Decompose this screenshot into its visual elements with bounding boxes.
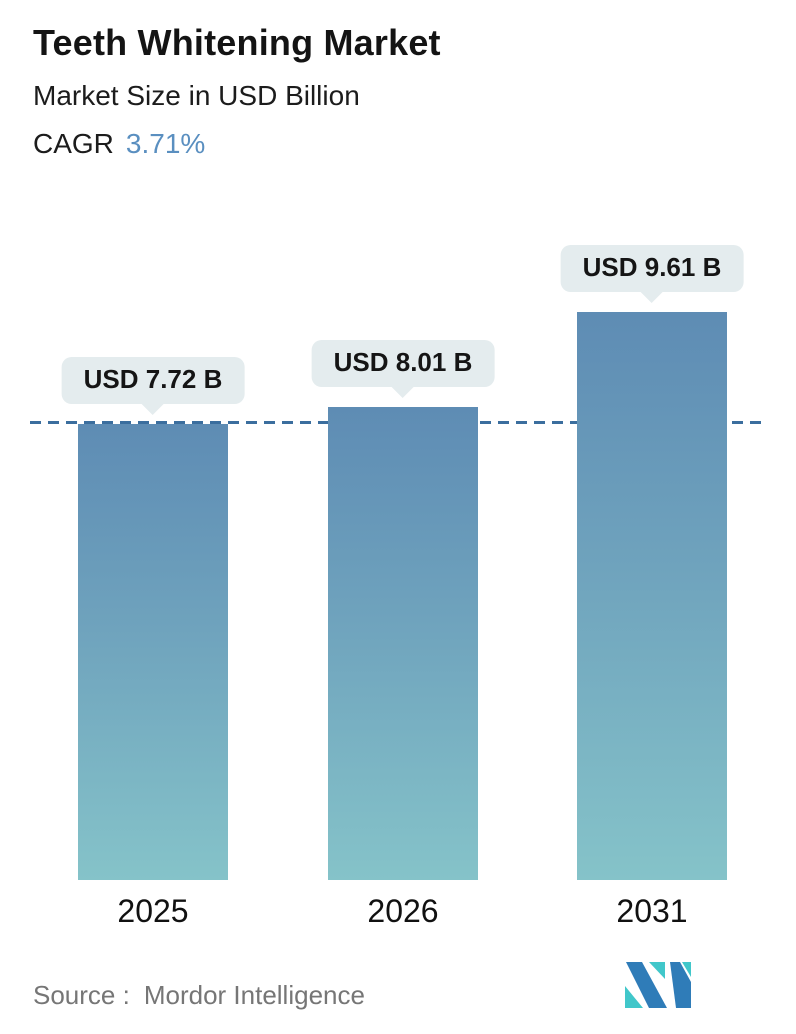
bar-2031 [577, 312, 727, 880]
value-tooltip-2031: USD 9.61 B [560, 245, 744, 292]
chart-subtitle: Market Size in USD Billion [33, 80, 360, 111]
source-name: Mordor Intelligence [143, 980, 365, 1010]
page-title: Teeth Whitening Market [33, 22, 441, 63]
cagr-label: CAGR [33, 128, 114, 159]
mordor-intelligence-logo [625, 962, 691, 1008]
value-tooltip-2026: USD 8.01 B [311, 340, 495, 387]
source-line: Source : Mordor Intelligence [33, 980, 365, 1011]
bar-2025 [78, 424, 228, 880]
bar-2026 [328, 407, 478, 880]
chart-header: Teeth Whitening Market Market Size in US… [33, 22, 441, 160]
cagr-value: 3.71% [125, 128, 206, 159]
cagr-row: CAGR 3.71% [33, 128, 441, 160]
value-tooltip-2025: USD 7.72 B [61, 357, 245, 404]
x-axis-label-2026: 2026 [367, 893, 439, 929]
x-axis-label-2031: 2031 [616, 893, 688, 929]
source-label: Source : [33, 980, 130, 1010]
chart-footer: Source : Mordor Intelligence [0, 962, 796, 1028]
x-axis-label-2025: 2025 [117, 893, 189, 929]
